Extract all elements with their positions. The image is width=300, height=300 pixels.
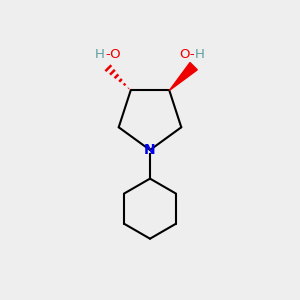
Text: N: N <box>144 143 156 157</box>
Text: H: H <box>195 48 205 61</box>
Polygon shape <box>169 62 197 91</box>
Text: O-: O- <box>179 48 195 61</box>
Text: -O: -O <box>105 48 121 61</box>
Text: H: H <box>95 48 105 61</box>
